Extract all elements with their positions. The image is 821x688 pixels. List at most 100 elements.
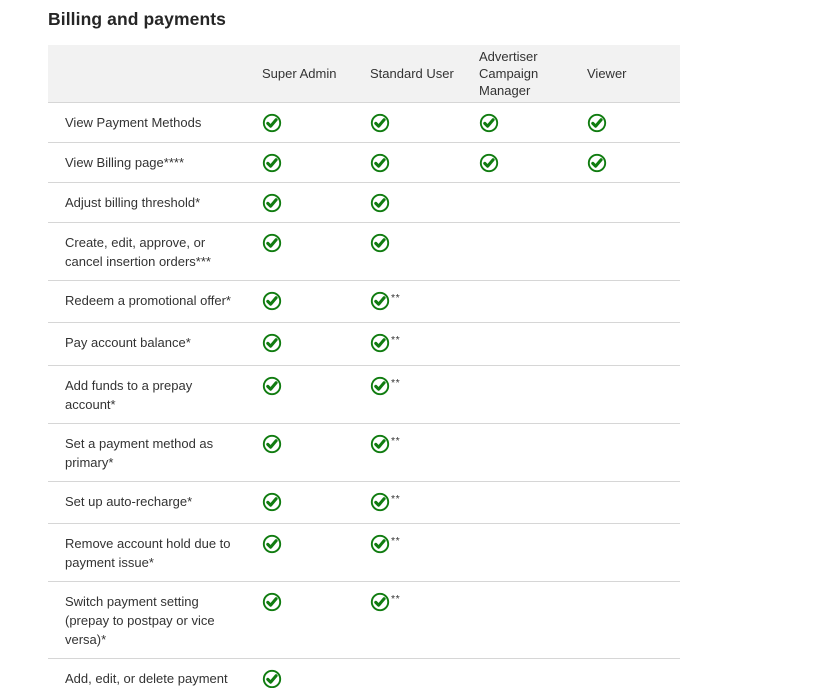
permission-cell bbox=[580, 523, 680, 582]
permission-cell bbox=[472, 322, 580, 366]
permission-cell bbox=[472, 523, 580, 582]
permission-cell bbox=[255, 222, 363, 281]
permission-cell bbox=[580, 365, 680, 424]
row-label: Set a payment method as primary* bbox=[48, 423, 255, 482]
check-circle-icon bbox=[370, 434, 390, 454]
check-circle-icon bbox=[262, 376, 282, 396]
table-row: Pay account balance* ** bbox=[48, 322, 680, 366]
permission-cell bbox=[255, 322, 363, 366]
permission-cell bbox=[363, 658, 472, 688]
check-circle-icon bbox=[370, 233, 390, 253]
header-standard-user: Standard User bbox=[363, 45, 472, 103]
check-circle-icon bbox=[370, 291, 390, 311]
permission-cell bbox=[255, 481, 363, 524]
table-body: View Payment Methods View Billing page***… bbox=[48, 102, 680, 688]
permission-cell bbox=[580, 142, 680, 183]
permission-cell bbox=[472, 102, 580, 143]
permission-cell bbox=[255, 182, 363, 223]
table-row: Remove account hold due to payment issue… bbox=[48, 523, 680, 582]
table-header: Super Admin Standard User Advertiser Cam… bbox=[48, 45, 680, 103]
row-label: Add, edit, or delete payment methods* bbox=[48, 658, 255, 688]
permission-cell: ** bbox=[363, 523, 472, 582]
footnote-marker: ** bbox=[391, 292, 401, 304]
permission-cell bbox=[472, 581, 580, 659]
check-circle-icon bbox=[262, 492, 282, 512]
permission-cell bbox=[580, 280, 680, 324]
check-circle-icon bbox=[262, 434, 282, 454]
row-label: View Billing page**** bbox=[48, 142, 255, 183]
table-row: Set a payment method as primary* ** bbox=[48, 423, 680, 482]
permission-cell bbox=[472, 182, 580, 223]
permission-cell bbox=[255, 102, 363, 143]
permission-cell bbox=[580, 481, 680, 524]
permission-cell bbox=[363, 142, 472, 183]
table-row: Redeem a promotional offer* ** bbox=[48, 280, 680, 324]
check-circle-icon bbox=[370, 534, 390, 554]
check-circle-icon bbox=[370, 333, 390, 353]
permission-cell bbox=[472, 658, 580, 688]
permission-cell bbox=[580, 658, 680, 688]
row-label: Redeem a promotional offer* bbox=[48, 280, 255, 324]
check-circle-icon bbox=[479, 113, 499, 133]
permission-cell bbox=[472, 142, 580, 183]
header-row: Super Admin Standard User Advertiser Cam… bbox=[48, 45, 680, 103]
check-circle-icon bbox=[262, 534, 282, 554]
row-label: View Payment Methods bbox=[48, 102, 255, 143]
permission-cell bbox=[472, 365, 580, 424]
permission-cell bbox=[255, 658, 363, 688]
check-circle-icon bbox=[370, 153, 390, 173]
permission-cell bbox=[472, 481, 580, 524]
footnote-marker: ** bbox=[391, 334, 401, 347]
permission-cell bbox=[580, 581, 680, 659]
footnote-marker: ** bbox=[391, 592, 401, 605]
check-circle-icon bbox=[262, 333, 282, 353]
permission-cell: ** bbox=[363, 322, 472, 366]
permission-cell bbox=[255, 142, 363, 183]
check-circle-icon bbox=[370, 113, 390, 133]
row-label: Pay account balance* bbox=[48, 322, 255, 366]
table-row: Add, edit, or delete payment methods* bbox=[48, 658, 680, 688]
footnote-marker: ** bbox=[391, 492, 401, 505]
table-row: Add funds to a prepay account* ** bbox=[48, 365, 680, 424]
permission-cell bbox=[255, 423, 363, 482]
table-row: Switch payment setting (prepay to postpa… bbox=[48, 581, 680, 659]
check-circle-icon bbox=[370, 592, 390, 612]
check-circle-icon bbox=[262, 669, 282, 688]
permission-cell bbox=[580, 222, 680, 281]
permission-cell: ** bbox=[363, 365, 472, 424]
check-circle-icon bbox=[370, 376, 390, 396]
permission-cell bbox=[255, 280, 363, 324]
permission-cell bbox=[255, 523, 363, 582]
check-circle-icon bbox=[262, 113, 282, 133]
permission-cell bbox=[472, 280, 580, 324]
check-circle-icon bbox=[262, 233, 282, 253]
header-super-admin: Super Admin bbox=[255, 45, 363, 103]
row-label: Set up auto-recharge* bbox=[48, 481, 255, 524]
check-circle-icon bbox=[587, 113, 607, 133]
permissions-table: Super Admin Standard User Advertiser Cam… bbox=[48, 45, 680, 688]
permission-cell bbox=[363, 222, 472, 281]
permission-cell bbox=[255, 365, 363, 424]
table-row: Create, edit, approve, or cancel inserti… bbox=[48, 222, 680, 281]
footnote-marker: ** bbox=[391, 534, 401, 547]
row-label: Switch payment setting (prepay to postpa… bbox=[48, 581, 255, 659]
check-circle-icon bbox=[587, 153, 607, 173]
permission-cell: ** bbox=[363, 423, 472, 482]
page-title: Billing and payments bbox=[48, 9, 226, 29]
permission-cell bbox=[363, 102, 472, 143]
header-advertiser-campaign-manager: Advertiser Campaign Manager bbox=[472, 45, 580, 103]
permission-cell: ** bbox=[363, 481, 472, 524]
table-row: Adjust billing threshold* bbox=[48, 182, 680, 223]
check-circle-icon bbox=[262, 153, 282, 173]
check-circle-icon bbox=[262, 291, 282, 311]
check-circle-icon bbox=[370, 492, 390, 512]
permission-cell bbox=[363, 182, 472, 223]
row-label: Adjust billing threshold* bbox=[48, 182, 255, 223]
check-circle-icon bbox=[262, 193, 282, 213]
table-row: View Payment Methods bbox=[48, 102, 680, 143]
header-viewer: Viewer bbox=[580, 45, 680, 103]
permission-cell bbox=[580, 322, 680, 366]
row-label: Add funds to a prepay account* bbox=[48, 365, 255, 424]
permission-cell bbox=[580, 423, 680, 482]
